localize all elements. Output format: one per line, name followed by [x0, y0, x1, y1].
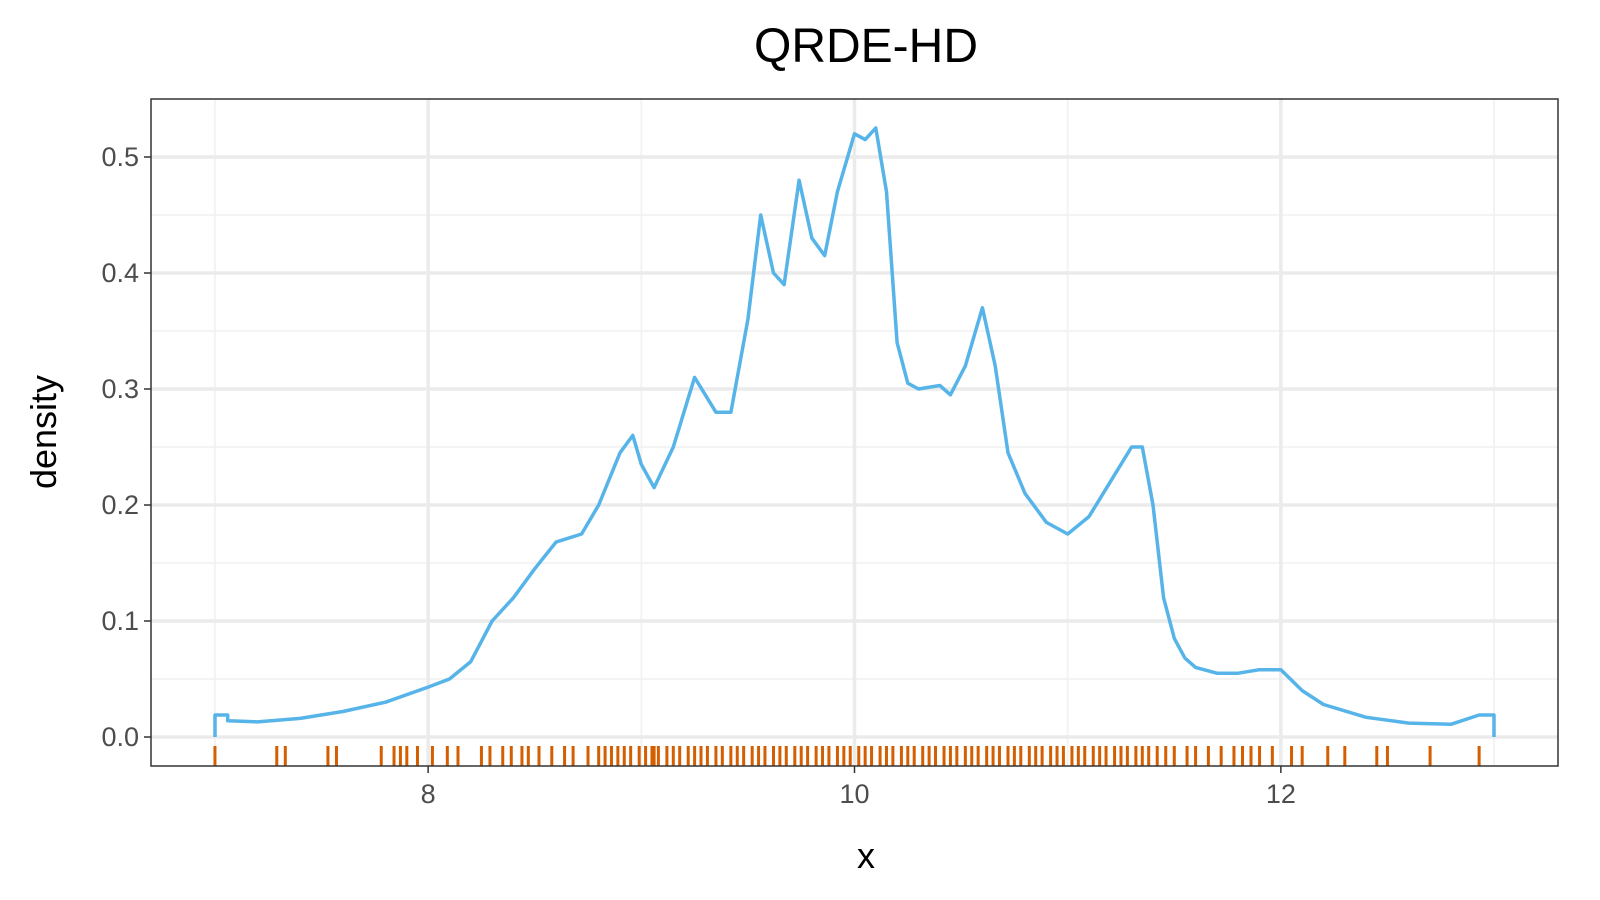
y-axis: 0.0 0.1 0.2 0.3 0.4 0.5 — [101, 142, 151, 752]
y-tick-label: 0.3 — [101, 374, 139, 404]
y-tick-label: 0.4 — [101, 258, 139, 288]
y-tick-label: 0.0 — [101, 722, 139, 752]
y-tick-label: 0.1 — [101, 606, 139, 636]
rug-marks — [213, 746, 1481, 766]
x-tick-label: 8 — [421, 779, 436, 809]
y-tick-label: 0.5 — [101, 142, 139, 172]
x-axis-label: x — [857, 835, 875, 876]
y-tick-label: 0.2 — [101, 490, 139, 520]
x-tick-label: 12 — [1266, 779, 1296, 809]
y-axis-label: density — [23, 375, 64, 489]
gridlines — [151, 99, 1558, 766]
density-curve — [213, 126, 1496, 737]
x-axis: 8 10 12 — [421, 766, 1296, 809]
chart-title: QRDE-HD — [754, 20, 978, 73]
x-tick-label: 10 — [839, 779, 869, 809]
